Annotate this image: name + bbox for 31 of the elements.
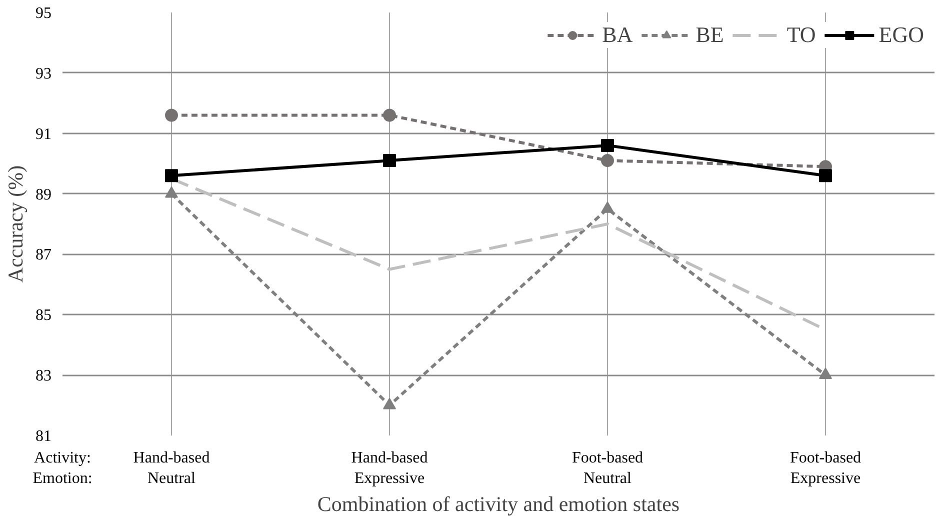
legend-label: BE <box>696 22 724 48</box>
x-tick-label: Hand-based Neutral <box>133 450 210 487</box>
x-tick-label: Hand-based Expressive <box>351 450 428 487</box>
y-tick-label: 83 <box>36 368 52 385</box>
point <box>383 398 396 410</box>
y-tick-label: 85 <box>36 307 52 324</box>
legend-label: BA <box>602 22 633 48</box>
legend-label: EGO <box>878 22 924 48</box>
y-tick-label: 93 <box>36 65 52 82</box>
point <box>819 368 832 380</box>
point <box>601 138 614 152</box>
y-tick-label: 89 <box>36 186 52 204</box>
text: Emotion: <box>32 470 92 487</box>
point <box>383 108 396 122</box>
point <box>383 154 396 168</box>
legend-label: TO <box>786 22 816 48</box>
point <box>165 186 178 198</box>
y-tick-label: 81 <box>36 428 52 445</box>
y-tick-label: 91 <box>36 126 52 143</box>
x-tick-label: Foot-based Neutral <box>572 450 644 487</box>
point <box>601 154 614 168</box>
x-axis-title: Combination of activity and emotion states <box>317 492 680 516</box>
point <box>165 108 178 122</box>
point <box>819 169 832 182</box>
y-axis-title: Accuracy (%) <box>4 165 28 283</box>
point <box>165 169 178 182</box>
text: Activity: <box>34 450 91 466</box>
y-tick-label: 95 <box>36 5 52 22</box>
point <box>601 201 614 213</box>
y-tick-label: 87 <box>36 246 52 264</box>
x-tick-label: Foot-based Expressive <box>790 450 862 487</box>
